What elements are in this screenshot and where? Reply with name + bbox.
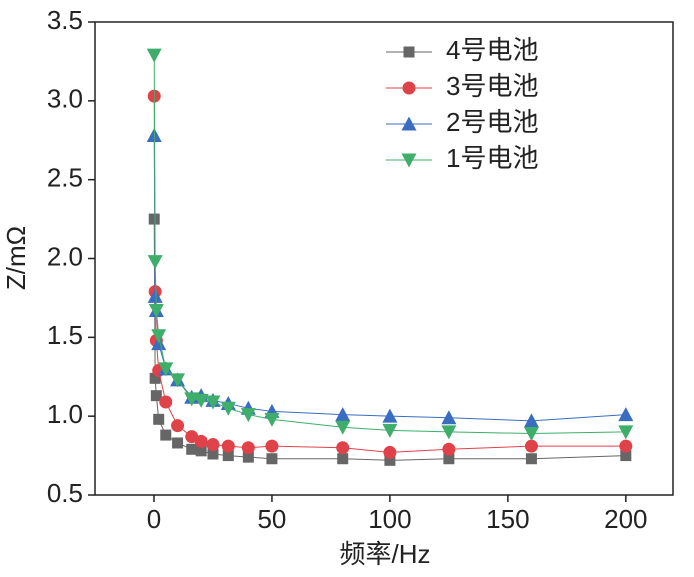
marker bbox=[195, 445, 207, 457]
marker bbox=[221, 439, 235, 453]
marker bbox=[206, 438, 220, 452]
marker bbox=[265, 439, 279, 453]
marker bbox=[442, 442, 456, 456]
marker bbox=[150, 390, 162, 402]
y-tick-label: 3.5 bbox=[47, 5, 83, 35]
marker bbox=[619, 439, 633, 453]
legend-marker bbox=[402, 81, 416, 95]
marker bbox=[149, 372, 161, 384]
marker bbox=[525, 453, 537, 465]
marker bbox=[523, 427, 539, 442]
legend-marker bbox=[401, 116, 417, 131]
series-line bbox=[153, 96, 626, 453]
marker bbox=[160, 429, 172, 441]
y-tick-label: 2.5 bbox=[47, 163, 83, 193]
marker bbox=[241, 441, 255, 455]
marker bbox=[523, 413, 539, 428]
marker bbox=[240, 408, 256, 423]
y-tick-label: 0.5 bbox=[47, 478, 83, 508]
marker bbox=[524, 439, 538, 453]
marker bbox=[147, 288, 163, 303]
marker bbox=[242, 451, 254, 463]
marker bbox=[443, 453, 455, 465]
series-line bbox=[153, 55, 626, 435]
marker bbox=[382, 423, 398, 438]
marker bbox=[383, 445, 397, 459]
marker bbox=[146, 48, 162, 63]
x-tick-label: 50 bbox=[257, 504, 286, 534]
marker bbox=[441, 425, 457, 440]
marker bbox=[151, 329, 167, 344]
marker bbox=[441, 410, 457, 425]
y-tick-label: 2.0 bbox=[47, 241, 83, 271]
marker bbox=[620, 450, 632, 462]
marker bbox=[158, 362, 174, 377]
marker bbox=[205, 395, 221, 410]
y-axis-title: Z/mΩ bbox=[1, 226, 31, 290]
legend-label: 2号电池 bbox=[446, 107, 538, 137]
marker bbox=[222, 450, 234, 462]
marker bbox=[382, 408, 398, 423]
marker bbox=[172, 437, 184, 449]
marker bbox=[336, 441, 350, 455]
marker bbox=[153, 413, 165, 425]
marker bbox=[335, 420, 351, 435]
marker bbox=[193, 393, 209, 408]
legend-marker bbox=[403, 46, 415, 58]
y-tick-label: 3.0 bbox=[47, 84, 83, 114]
legend-label: 1号电池 bbox=[446, 143, 538, 173]
marker bbox=[171, 419, 185, 433]
marker bbox=[148, 304, 164, 319]
x-tick-label: 100 bbox=[368, 504, 411, 534]
legend-label: 4号电池 bbox=[446, 35, 538, 65]
marker bbox=[335, 407, 351, 422]
marker bbox=[384, 454, 396, 466]
marker bbox=[186, 443, 198, 455]
legend-label: 3号电池 bbox=[446, 71, 538, 101]
marker bbox=[159, 395, 173, 409]
legend-marker bbox=[401, 153, 417, 168]
marker bbox=[220, 401, 236, 416]
marker bbox=[337, 453, 349, 465]
marker bbox=[207, 448, 219, 460]
marker bbox=[147, 255, 163, 270]
x-tick-label: 0 bbox=[147, 504, 161, 534]
marker bbox=[618, 425, 634, 440]
marker bbox=[266, 453, 278, 465]
marker bbox=[170, 373, 186, 388]
marker bbox=[264, 412, 280, 427]
series-line bbox=[153, 135, 626, 422]
y-tick-label: 1.0 bbox=[47, 399, 83, 429]
y-tick-label: 1.5 bbox=[47, 320, 83, 350]
x-tick-label: 200 bbox=[604, 504, 647, 534]
x-tick-label: 150 bbox=[486, 504, 529, 534]
x-axis-title: 频率/Hz bbox=[339, 539, 430, 569]
marker bbox=[194, 434, 208, 448]
marker bbox=[618, 407, 634, 422]
